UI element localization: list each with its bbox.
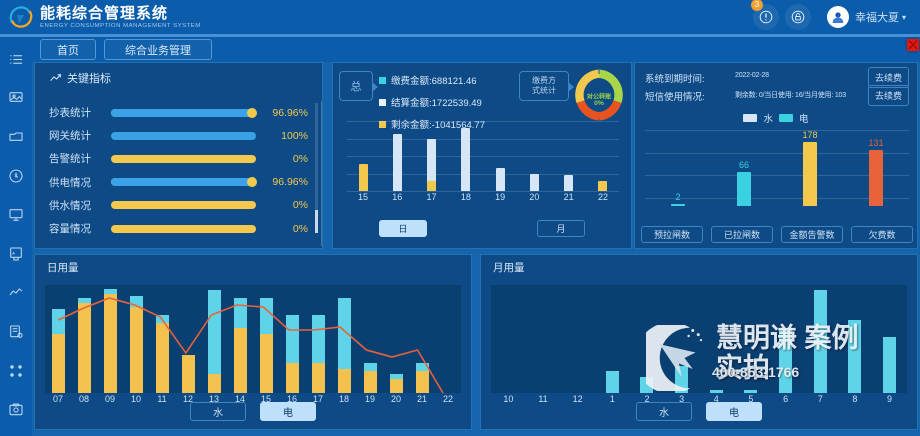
svg-text:对公转账: 对公转账 [587, 92, 612, 100]
svg-text:0%: 0% [594, 100, 604, 107]
svg-text:¥: ¥ [15, 174, 18, 180]
